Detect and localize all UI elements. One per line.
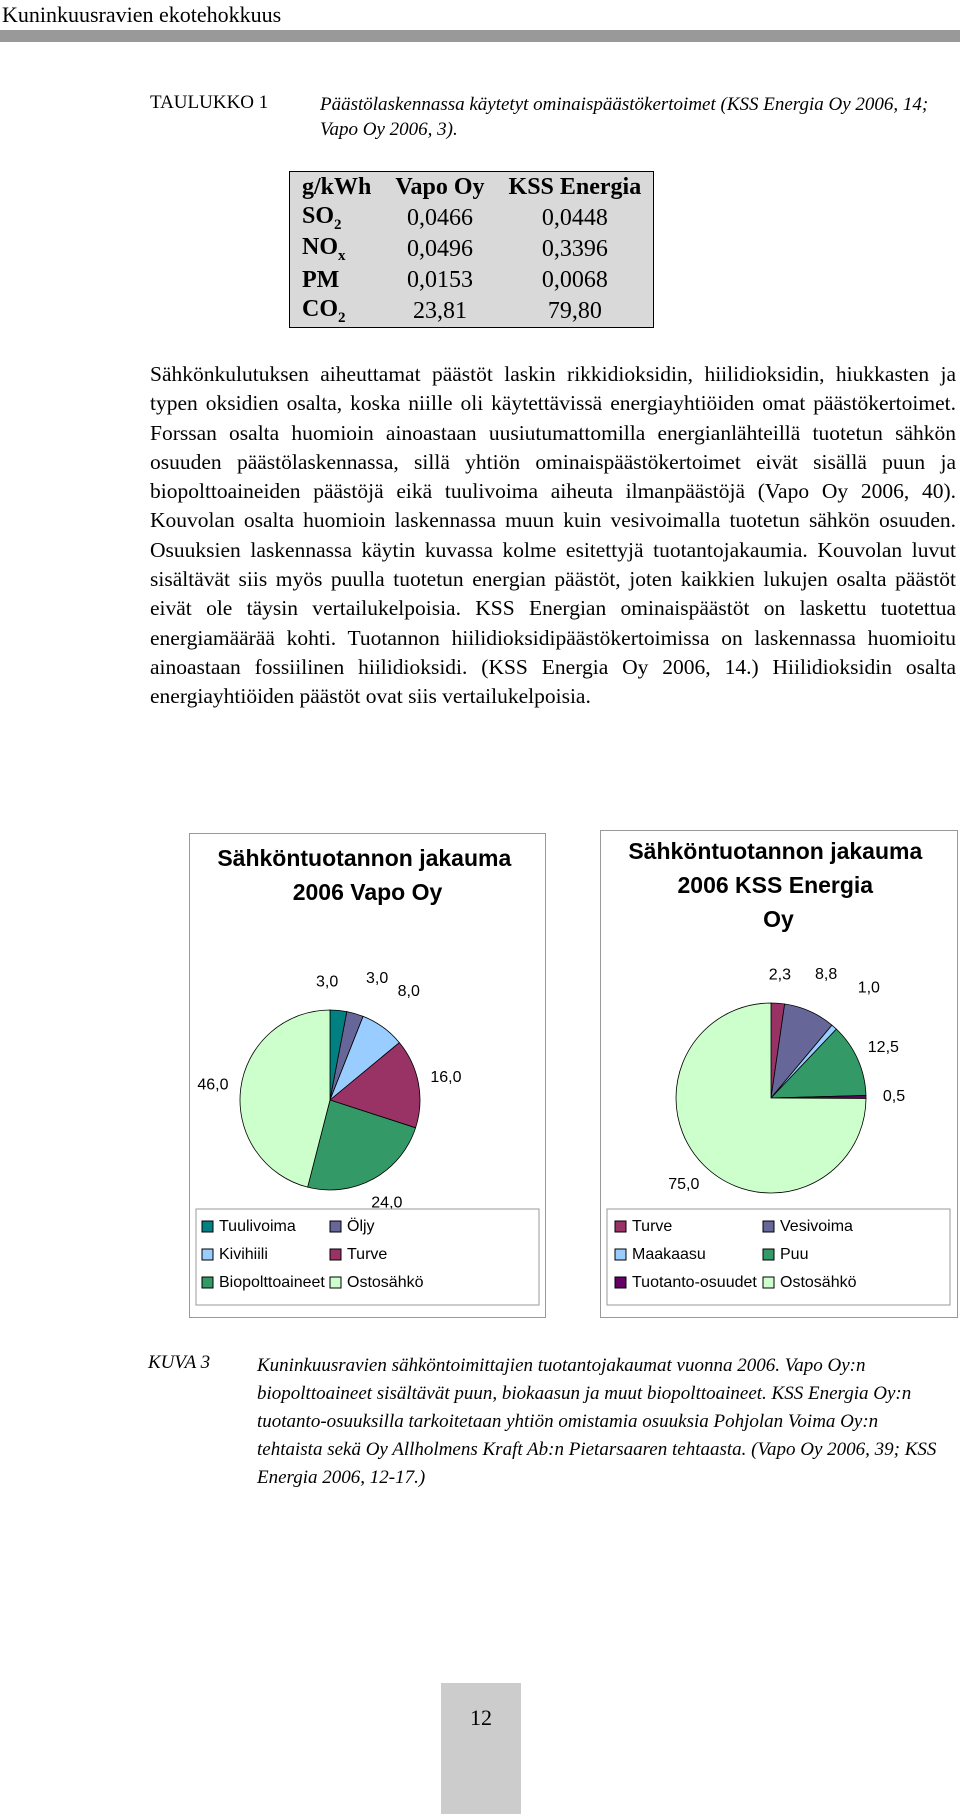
- table-cell: 0,3396: [541, 236, 608, 262]
- pie-slice: [770, 1028, 867, 1099]
- legend-label: Kivihiili: [219, 1246, 268, 1263]
- table-cell: 0,0068: [541, 267, 608, 293]
- table-row: PM 0,0153 0,0068: [290, 265, 654, 296]
- legend-label: Ostosähkö: [780, 1274, 857, 1291]
- row-label-base: NO: [302, 234, 338, 261]
- legend-label: Tuotanto-osuudet: [632, 1274, 757, 1291]
- table-row: CO2 23,81 79,80: [290, 296, 654, 328]
- data-label: 24,0: [371, 1195, 402, 1212]
- chart-title: Sähköntuotannon jakauma 2006 KSS Energia…: [628, 838, 928, 932]
- legend-swatch: [329, 1220, 342, 1233]
- table-header-row: g/kWh Vapo Oy KSS Energia: [290, 172, 654, 204]
- table-label: TAULUKKO 1: [150, 92, 269, 113]
- table-cell: 0,0496: [406, 236, 473, 262]
- header-title: Kuninkuusravien ekotehokkuus: [2, 2, 282, 27]
- column-header: KSS Energia: [508, 174, 642, 200]
- row-label-sub: x: [338, 247, 346, 264]
- table-caption: Päästölaskennassa käytetyt ominaispäästö…: [320, 94, 929, 140]
- column-header: Vapo Oy: [395, 174, 485, 200]
- legend-box: [195, 1208, 540, 1306]
- legend-swatch: [614, 1276, 627, 1289]
- data-label: 0,5: [883, 1088, 905, 1105]
- legend-swatch: [201, 1248, 214, 1261]
- page-number: 12: [441, 1683, 521, 1814]
- data-label: 3,0: [366, 970, 388, 987]
- row-label: SO2: [290, 203, 384, 234]
- legend-label: Tuulivoima: [219, 1218, 296, 1235]
- body-paragraph: Sähkönkulutuksen aiheuttamat päästöt las…: [150, 362, 956, 709]
- table-row: SO2 0,0466 0,0448: [290, 203, 654, 234]
- data-label: 3,0: [316, 974, 338, 991]
- chart-title: Sähköntuotannon jakauma 2006 Vapo Oy: [217, 845, 517, 905]
- data-label: 2,3: [769, 967, 791, 984]
- data-label: 16,0: [430, 1069, 461, 1086]
- row-label: PM: [290, 265, 384, 296]
- column-header: g/kWh: [302, 174, 372, 200]
- row-label-sub: 2: [338, 309, 346, 326]
- pie-chart: Sähköntuotannon jakauma 2006 Vapo Oy 3,0…: [189, 833, 546, 1318]
- legend-label: Vesivoima: [780, 1218, 853, 1235]
- legend-swatch: [762, 1276, 775, 1289]
- data-label: 8,0: [398, 983, 420, 1000]
- legend-swatch: [329, 1248, 342, 1261]
- row-label-base: CO: [302, 296, 338, 323]
- data-label: 8,8: [815, 966, 837, 983]
- table-cell: 79,80: [547, 298, 602, 324]
- data-label: 12,5: [868, 1039, 899, 1056]
- data-label: 1,0: [858, 979, 880, 996]
- row-label: CO2: [290, 296, 384, 328]
- legend-swatch: [201, 1276, 214, 1289]
- legend-swatch: [201, 1220, 214, 1233]
- pie-slice: [307, 1099, 417, 1191]
- data-label: 75,0: [668, 1176, 699, 1193]
- row-label-sub: 2: [334, 216, 342, 233]
- figure-label: KUVA 3: [148, 1352, 211, 1373]
- table-cell: 0,0153: [406, 267, 473, 293]
- legend-label: Maakaasu: [632, 1246, 706, 1263]
- header-bar: [0, 30, 960, 42]
- table-cell: 23,81: [412, 298, 467, 324]
- row-label: NOx: [290, 234, 384, 265]
- legend-label: Öljy: [347, 1217, 375, 1235]
- legend-swatch: [762, 1220, 775, 1233]
- row-label-base: PM: [302, 267, 340, 293]
- data-label: 46,0: [197, 1076, 228, 1093]
- legend-swatch: [762, 1248, 775, 1261]
- table-row: NOx 0,0496 0,3396: [290, 234, 654, 265]
- pie-slice: [675, 1002, 867, 1194]
- legend-label: Turve: [347, 1246, 387, 1263]
- legend-label: Turve: [632, 1218, 672, 1235]
- row-label-base: SO: [302, 203, 335, 230]
- legend-label: Biopolttoaineet: [219, 1274, 325, 1291]
- legend-label: Puu: [780, 1246, 808, 1263]
- legend-label: Ostosähkö: [347, 1274, 424, 1291]
- legend-box: [606, 1208, 951, 1306]
- legend-swatch: [614, 1220, 627, 1233]
- table-cell: 0,0448: [541, 205, 608, 231]
- pie-slice: [239, 1009, 331, 1188]
- table-cell: 0,0466: [406, 205, 473, 231]
- legend-swatch: [329, 1276, 342, 1289]
- figure-caption: Kuninkuusravien sähköntoimittajien tuota…: [257, 1355, 937, 1488]
- pie-chart: Sähköntuotannon jakauma 2006 KSS Energia…: [600, 830, 958, 1318]
- emission-table: g/kWh Vapo Oy KSS Energia SO2 0,0466 0,0448 NO…: [289, 171, 655, 328]
- legend-swatch: [614, 1248, 627, 1261]
- pie-slice: [329, 1042, 421, 1129]
